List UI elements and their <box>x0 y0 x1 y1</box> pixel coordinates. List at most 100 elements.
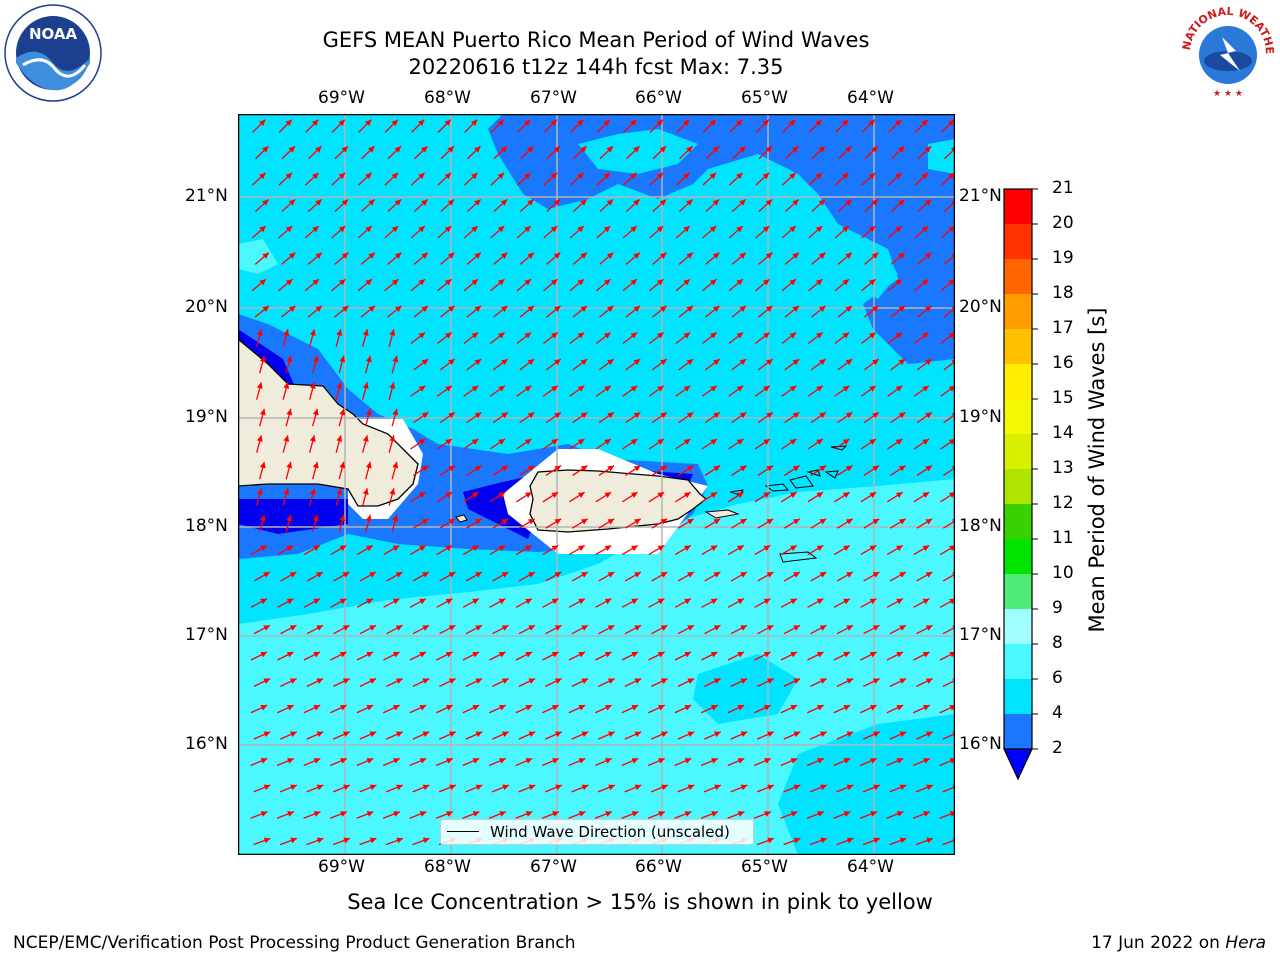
wave-arrow-head <box>444 119 451 126</box>
wave-arrow-head <box>366 545 373 552</box>
wave-arrow-head <box>256 488 263 495</box>
wave-arrow-head <box>846 731 854 738</box>
wave-arrow-head <box>792 252 799 259</box>
wave-arrow-head <box>683 438 691 445</box>
wave-arrow-head <box>948 492 955 498</box>
wave-arrow-head <box>313 651 321 658</box>
wave-arrow-head <box>551 598 559 605</box>
wave-arrow-head <box>658 811 665 817</box>
wave-arrow-head <box>283 435 290 442</box>
wave-arrow-head <box>553 146 560 153</box>
wave-arrow-head <box>736 438 744 445</box>
wave-arrow-head <box>527 465 535 472</box>
wave-arrow-head <box>528 518 535 525</box>
wave-arrow-head <box>499 811 506 817</box>
wave-arrow-head <box>633 465 641 472</box>
wave-arrow-head <box>607 518 615 525</box>
wave-arrow-head <box>736 119 743 126</box>
colorbar-tick-label: 14 <box>1052 423 1074 443</box>
wave-arrow-head <box>740 625 747 631</box>
wave-arrow-head <box>260 811 268 817</box>
lon-label-bottom: 67°W <box>530 857 577 877</box>
wave-arrow-head <box>552 811 559 817</box>
wave-arrow-head <box>606 252 614 259</box>
wave-arrow-head <box>392 651 400 658</box>
wave-arrow-head <box>471 172 478 180</box>
wave-arrow-head <box>578 545 585 552</box>
wave-arrow-head <box>474 199 481 206</box>
wave-arrow <box>942 520 955 529</box>
wave-arrow-head <box>498 598 506 605</box>
wave-arrow-head <box>419 545 426 552</box>
wave-arrow-head <box>949 545 955 552</box>
wave-arrow-head <box>551 651 559 658</box>
map-legend: Wind Wave Direction (unscaled) <box>440 819 754 845</box>
wave-arrow-head <box>449 731 456 738</box>
colorbar-label: Mean Period of Wind Waves [s] <box>1085 307 1109 633</box>
wave-arrow-head <box>290 837 297 844</box>
wave-arrow-head <box>634 518 641 525</box>
wave-arrow-head <box>419 598 426 605</box>
wave-arrow-head <box>475 678 483 684</box>
wave-arrow-head <box>313 598 320 605</box>
wave-arrow-head <box>842 119 849 126</box>
wave-arrow-head <box>762 226 770 233</box>
wave-arrow-head <box>448 572 456 578</box>
wave-arrow-head <box>500 252 508 259</box>
wave-arrow-head <box>686 465 694 472</box>
wave-arrow-head <box>739 305 747 312</box>
wave-arrow-head <box>391 119 398 126</box>
wave-arrow <box>943 307 955 318</box>
wave-arrow-head <box>683 226 690 233</box>
sea-base-notch-east <box>808 224 898 299</box>
wave-arrow-head <box>792 465 800 472</box>
wave-arrow-head <box>845 305 853 312</box>
wave-arrow-head <box>418 172 425 180</box>
wave-arrow-head <box>898 146 905 153</box>
wave-arrow-head <box>527 359 535 366</box>
wave-arrow-head <box>527 146 534 153</box>
wave-arrow-head <box>873 837 880 844</box>
wave-arrow-head <box>922 492 930 498</box>
wave-arrow-head <box>763 385 770 392</box>
wave-arrow-head <box>528 784 536 791</box>
wave-arrow-head <box>763 492 771 498</box>
wave-arrow-head <box>498 438 505 445</box>
wave-arrow-head <box>684 758 692 764</box>
wave-arrow-head <box>312 461 319 469</box>
wave-arrow <box>942 626 955 635</box>
wave-arrow-head <box>633 305 641 312</box>
wave-arrow-head <box>312 119 319 126</box>
wave-arrow-head <box>474 359 482 366</box>
wave-arrow-head <box>846 837 854 844</box>
wave-arrow-head <box>421 359 429 366</box>
lon-label-top: 64°W <box>847 88 894 108</box>
wave-arrow-head <box>656 279 664 286</box>
wave-arrow-head <box>263 572 270 578</box>
wave-arrow-head <box>763 705 771 711</box>
wave-arrow-head <box>368 146 375 153</box>
wave-arrow-head <box>392 461 399 469</box>
lat-label-left: 20°N <box>185 297 228 317</box>
nws-logo: NATIONAL WEATHER SERVICE ★ ★ ★ <box>1178 3 1276 99</box>
wave-arrow-head <box>713 625 721 631</box>
wave-arrow-head <box>448 465 456 472</box>
wave-arrow-head <box>336 382 343 389</box>
wave-arrow-head <box>259 119 266 126</box>
wave-arrow-head <box>552 758 559 764</box>
wave-arrow-head <box>286 545 294 552</box>
wave-arrow-head <box>259 408 266 416</box>
wave-arrow-head <box>926 784 933 791</box>
wave-arrow-head <box>921 279 929 286</box>
wave-arrow-head <box>313 758 321 764</box>
wave-arrow-head <box>949 705 955 711</box>
svg-text:★ ★ ★: ★ ★ ★ <box>1213 89 1243 99</box>
wave-arrow-head <box>793 784 801 791</box>
wave-arrow-head <box>528 572 535 578</box>
wave-arrow <box>943 360 955 371</box>
wave-arrow-head <box>286 408 293 416</box>
wave-arrow-head <box>604 705 612 711</box>
wave-arrow-head <box>948 439 955 445</box>
wave-arrow-head <box>740 572 747 578</box>
wave-arrow-head <box>845 359 853 366</box>
